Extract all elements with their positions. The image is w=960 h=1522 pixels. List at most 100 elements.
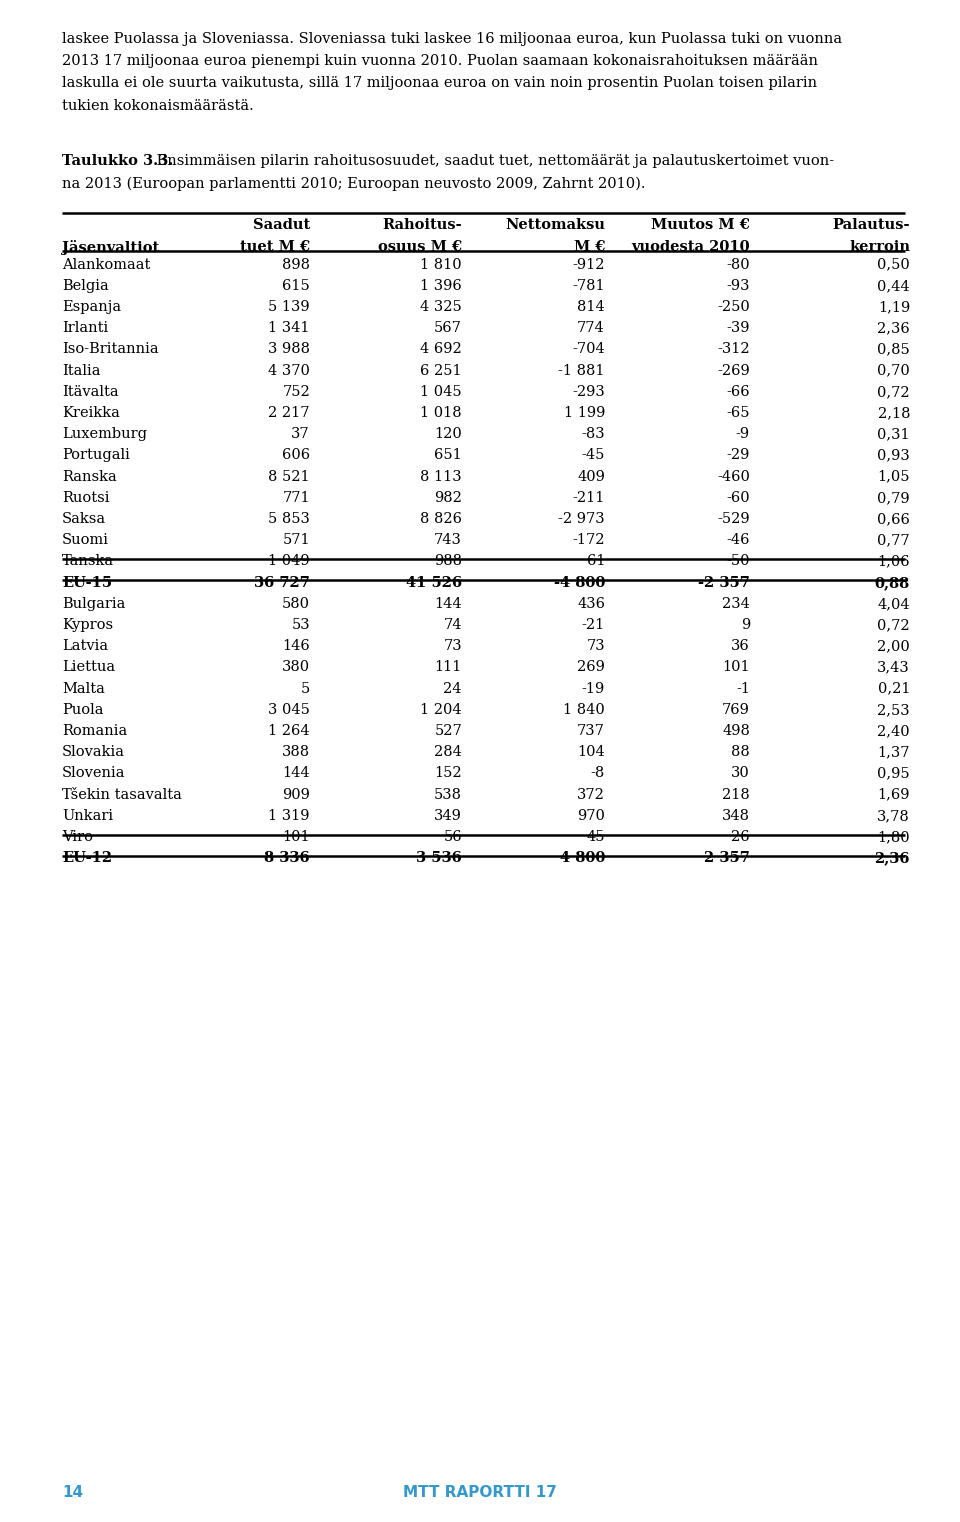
- Text: -65: -65: [727, 406, 750, 420]
- Text: 4,04: 4,04: [877, 597, 910, 610]
- Text: 1 810: 1 810: [420, 257, 462, 272]
- Text: Saksa: Saksa: [62, 511, 107, 527]
- Text: 982: 982: [434, 492, 462, 505]
- Text: 269: 269: [577, 661, 605, 674]
- Text: 988: 988: [434, 554, 462, 569]
- Text: 769: 769: [722, 703, 750, 717]
- Text: -46: -46: [727, 533, 750, 548]
- Text: Kypros: Kypros: [62, 618, 113, 632]
- Text: 1,80: 1,80: [877, 829, 910, 845]
- Text: Tanska: Tanska: [62, 554, 114, 569]
- Text: 218: 218: [722, 788, 750, 802]
- Text: -45: -45: [582, 449, 605, 463]
- Text: 2,40: 2,40: [877, 724, 910, 738]
- Text: 111: 111: [435, 661, 462, 674]
- Text: 0,93: 0,93: [877, 449, 910, 463]
- Text: 14: 14: [62, 1485, 84, 1501]
- Text: 73: 73: [444, 639, 462, 653]
- Text: -29: -29: [727, 449, 750, 463]
- Text: 5 853: 5 853: [268, 511, 310, 527]
- Text: Irlanti: Irlanti: [62, 321, 108, 335]
- Text: 1,19: 1,19: [877, 300, 910, 314]
- Text: 0,85: 0,85: [877, 342, 910, 356]
- Text: 2013 17 miljoonaa euroa pienempi kuin vuonna 2010. Puolan saamaan kokonaisrahoit: 2013 17 miljoonaa euroa pienempi kuin vu…: [62, 55, 818, 68]
- Text: 144: 144: [282, 767, 310, 781]
- Text: 898: 898: [282, 257, 310, 272]
- Text: 8 113: 8 113: [420, 470, 462, 484]
- Text: -211: -211: [572, 492, 605, 505]
- Text: Itävalta: Itävalta: [62, 385, 119, 399]
- Text: Suomi: Suomi: [62, 533, 109, 548]
- Text: 3 045: 3 045: [268, 703, 310, 717]
- Text: 1,69: 1,69: [877, 788, 910, 802]
- Text: 2 217: 2 217: [269, 406, 310, 420]
- Text: Luxemburg: Luxemburg: [62, 428, 147, 441]
- Text: -704: -704: [572, 342, 605, 356]
- Text: Tšekin tasavalta: Tšekin tasavalta: [62, 788, 181, 802]
- Text: 1 204: 1 204: [420, 703, 462, 717]
- Text: 771: 771: [282, 492, 310, 505]
- Text: Malta: Malta: [62, 682, 105, 696]
- Text: 1 018: 1 018: [420, 406, 462, 420]
- Text: 3,78: 3,78: [877, 808, 910, 823]
- Text: laskulla ei ole suurta vaikutusta, sillä 17 miljoonaa euroa on vain noin prosent: laskulla ei ole suurta vaikutusta, sillä…: [62, 76, 817, 90]
- Text: Palautus-: Palautus-: [832, 219, 910, 233]
- Text: -460: -460: [717, 470, 750, 484]
- Text: EU-12: EU-12: [62, 851, 112, 866]
- Text: 234: 234: [722, 597, 750, 610]
- Text: 104: 104: [577, 746, 605, 759]
- Text: -172: -172: [572, 533, 605, 548]
- Text: -93: -93: [727, 279, 750, 292]
- Text: 9: 9: [741, 618, 750, 632]
- Text: 4 325: 4 325: [420, 300, 462, 314]
- Text: 36 727: 36 727: [254, 575, 310, 589]
- Text: 3,43: 3,43: [877, 661, 910, 674]
- Text: 1,37: 1,37: [877, 746, 910, 759]
- Text: 0,31: 0,31: [877, 428, 910, 441]
- Text: 3 536: 3 536: [417, 851, 462, 866]
- Text: 61: 61: [587, 554, 605, 569]
- Text: -912: -912: [572, 257, 605, 272]
- Text: 30: 30: [732, 767, 750, 781]
- Text: Italia: Italia: [62, 364, 101, 377]
- Text: 53: 53: [292, 618, 310, 632]
- Text: tuet M €: tuet M €: [240, 239, 310, 254]
- Text: 970: 970: [577, 808, 605, 823]
- Text: Alankomaat: Alankomaat: [62, 257, 151, 272]
- Text: 0,72: 0,72: [877, 385, 910, 399]
- Text: 1,06: 1,06: [877, 554, 910, 569]
- Text: 0,21: 0,21: [877, 682, 910, 696]
- Text: 1 045: 1 045: [420, 385, 462, 399]
- Text: 8 826: 8 826: [420, 511, 462, 527]
- Text: -19: -19: [582, 682, 605, 696]
- Text: 0,50: 0,50: [877, 257, 910, 272]
- Text: -21: -21: [582, 618, 605, 632]
- Text: 6 251: 6 251: [420, 364, 462, 377]
- Text: 120: 120: [434, 428, 462, 441]
- Text: 41 526: 41 526: [406, 575, 462, 589]
- Text: Taulukko 3.3.: Taulukko 3.3.: [62, 154, 173, 167]
- Text: Slovakia: Slovakia: [62, 746, 125, 759]
- Text: tukien kokonaismäärästä.: tukien kokonaismäärästä.: [62, 99, 253, 113]
- Text: 571: 571: [282, 533, 310, 548]
- Text: -1: -1: [736, 682, 750, 696]
- Text: 567: 567: [434, 321, 462, 335]
- Text: Romania: Romania: [62, 724, 128, 738]
- Text: -269: -269: [717, 364, 750, 377]
- Text: 144: 144: [434, 597, 462, 610]
- Text: 527: 527: [434, 724, 462, 738]
- Text: 1 341: 1 341: [269, 321, 310, 335]
- Text: 737: 737: [577, 724, 605, 738]
- Text: 8 521: 8 521: [269, 470, 310, 484]
- Text: 774: 774: [577, 321, 605, 335]
- Text: 2,18: 2,18: [877, 406, 910, 420]
- Text: Ensimmäisen pilarin rahoitusosuudet, saadut tuet, nettomäärät ja palautuskertoim: Ensimmäisen pilarin rahoitusosuudet, saa…: [152, 154, 834, 167]
- Text: -66: -66: [727, 385, 750, 399]
- Text: 1 396: 1 396: [420, 279, 462, 292]
- Text: -529: -529: [717, 511, 750, 527]
- Text: 1 319: 1 319: [269, 808, 310, 823]
- Text: Unkari: Unkari: [62, 808, 113, 823]
- Text: 284: 284: [434, 746, 462, 759]
- Text: Belgia: Belgia: [62, 279, 108, 292]
- Text: 26: 26: [732, 829, 750, 845]
